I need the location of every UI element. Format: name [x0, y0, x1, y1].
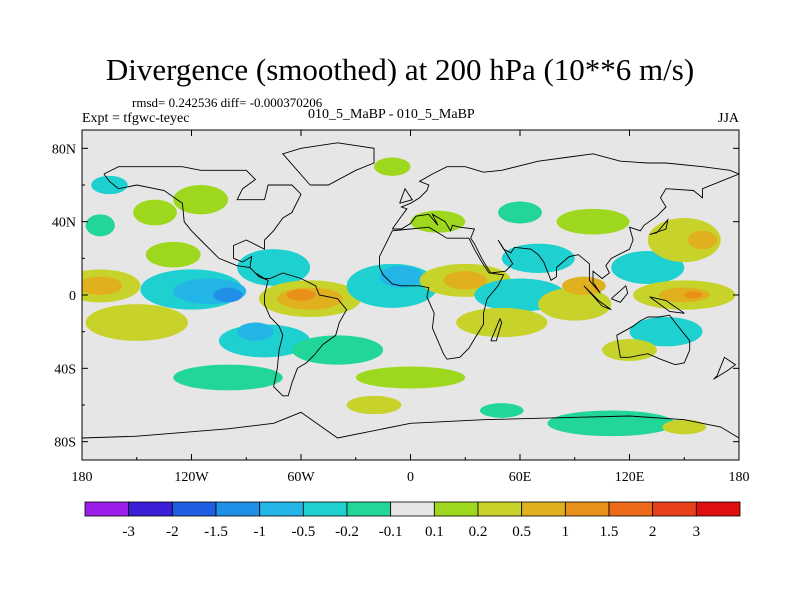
colorbar-swatch	[215, 501, 261, 517]
experiment-label: Expt = tfgwc-teyec	[82, 111, 190, 126]
coastline	[649, 218, 669, 235]
colorbar-label: 0.5	[512, 524, 531, 540]
season-label: JJA	[718, 111, 740, 126]
x-tick-label: 120E	[615, 470, 645, 485]
contour-region	[91, 175, 128, 195]
colorbar-label: -0.5	[291, 524, 315, 540]
colorbar-label: -0.2	[335, 524, 359, 540]
colorbar-label: 1.5	[600, 524, 619, 540]
contour-region	[173, 185, 228, 215]
colorbar-swatch	[433, 501, 479, 517]
colorbar-swatch	[128, 501, 173, 517]
contour-region	[611, 251, 685, 284]
coastline	[583, 285, 612, 311]
chart-title: Divergence (smoothed) at 200 hPa (10**6 …	[105, 52, 695, 87]
coastline	[616, 314, 691, 366]
contour-region	[479, 403, 524, 418]
colorbar-swatch	[652, 501, 697, 517]
contour-region	[687, 230, 718, 250]
colorbar-swatch	[564, 501, 610, 517]
coastline	[82, 411, 739, 439]
contour-region	[346, 395, 402, 415]
contour-region	[133, 199, 177, 226]
colorbar-swatch	[521, 501, 566, 517]
colorbar-label: 0.1	[425, 524, 444, 540]
contour-region	[355, 366, 466, 389]
contour-region	[374, 157, 411, 176]
colorbar-swatch	[171, 501, 217, 517]
contour-region	[379, 265, 424, 288]
x-tick-label: 60W	[287, 470, 315, 485]
contour-region	[85, 304, 188, 341]
colorbar-swatch	[302, 501, 348, 517]
contour-region	[410, 210, 466, 233]
coastline	[379, 226, 505, 360]
contour-region	[602, 339, 657, 361]
x-tick-label: 180	[729, 470, 750, 485]
colorbar-swatch	[346, 501, 392, 517]
coastline	[103, 166, 348, 397]
contour-region	[443, 271, 488, 290]
contour-region	[291, 335, 384, 365]
contour-region	[85, 214, 115, 237]
contour-region	[684, 291, 703, 299]
stats-label: rmsd= 0.242536 diff= -0.000370206	[132, 95, 323, 110]
x-tick-label: 120W	[174, 470, 209, 485]
colorbar-swatch	[608, 501, 654, 517]
colorbar-label: 2	[649, 524, 657, 540]
contour-region	[82, 276, 123, 295]
y-tick-label: 80N	[52, 142, 76, 157]
contour-region	[237, 249, 311, 286]
colorbar: -3 -2 -1.5 -1 -0.5 -0.2 -0.1 0.1 0.2 0.5 1 1.5 2 3	[84, 501, 741, 540]
contour-region	[662, 419, 707, 435]
coastline	[391, 153, 739, 294]
coastline	[490, 317, 503, 342]
contour-region	[556, 208, 630, 235]
x-tick-label: 60E	[509, 470, 532, 485]
colorbar-label: 3	[693, 524, 701, 540]
y-tick-label: 0	[69, 289, 76, 304]
coastline	[649, 296, 685, 314]
contour-region	[173, 364, 283, 391]
colorbar-label: -1	[253, 524, 266, 540]
x-tick-label: 0	[407, 470, 414, 485]
colorbar-swatch	[477, 501, 523, 517]
colorbar-label: -0.1	[379, 524, 403, 540]
colorbar-label: -1.5	[204, 524, 228, 540]
contour-region	[145, 241, 201, 268]
colorbar-label: 1	[562, 524, 570, 540]
coastline	[713, 356, 737, 380]
y-tick-label: 80S	[54, 436, 76, 451]
x-tick-label: 180	[72, 470, 93, 485]
y-tick-label: 40N	[52, 216, 76, 231]
contour-region	[498, 201, 542, 224]
axes: 180 120W 60W 0 60E 120E 180 80N 40N 0 40S 80S	[52, 130, 750, 485]
colorbar-swatch	[390, 501, 435, 517]
colorbar-label: 0.2	[469, 524, 488, 540]
contour-region	[237, 322, 274, 341]
coastline	[399, 187, 414, 204]
colorbar-swatch	[695, 501, 741, 517]
coastlines	[82, 142, 739, 439]
contour-region	[213, 287, 243, 303]
colorbar-label: -2	[166, 524, 179, 540]
contour-region	[629, 317, 703, 347]
colorbar-swatch	[84, 501, 130, 517]
y-tick-label: 40S	[54, 362, 76, 377]
subtitle: 010_5_MaBP - 010_5_MaBP	[308, 107, 475, 122]
colorbar-label: -3	[122, 524, 135, 540]
coastline	[611, 284, 629, 303]
contour-region	[286, 289, 316, 301]
contour-region	[501, 243, 575, 273]
contour-region	[547, 410, 676, 437]
coastline	[282, 142, 375, 186]
colorbar-swatch	[259, 501, 304, 517]
